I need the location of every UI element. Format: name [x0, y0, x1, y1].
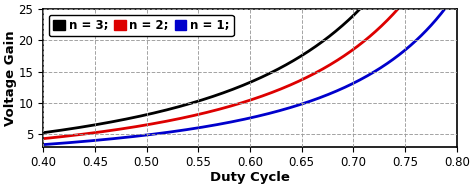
n = 1;	[237, 119, 243, 121]
n = 3;	[40, 132, 46, 134]
n = 2;	[287, 84, 292, 86]
n = 1;	[239, 119, 245, 121]
Line: n = 1;: n = 1;	[43, 0, 457, 145]
Legend: n = 3;, n = 2;, n = 1;: n = 3;, n = 2;, n = 1;	[49, 15, 234, 36]
n = 3;	[264, 74, 270, 76]
n = 1;	[379, 66, 385, 68]
n = 1;	[287, 107, 292, 109]
n = 2;	[264, 93, 270, 96]
n = 2;	[237, 102, 243, 105]
Y-axis label: Voltage Gain: Voltage Gain	[4, 30, 17, 126]
n = 3;	[237, 86, 243, 88]
Line: n = 3;: n = 3;	[43, 0, 457, 133]
Line: n = 2;: n = 2;	[43, 0, 457, 139]
X-axis label: Duty Cycle: Duty Cycle	[210, 171, 290, 184]
n = 3;	[287, 62, 292, 64]
n = 2;	[239, 102, 245, 104]
n = 2;	[40, 138, 46, 140]
n = 2;	[379, 24, 385, 26]
n = 1;	[40, 143, 46, 146]
n = 1;	[264, 113, 270, 115]
n = 3;	[239, 85, 245, 87]
n = 1;	[444, 5, 450, 7]
